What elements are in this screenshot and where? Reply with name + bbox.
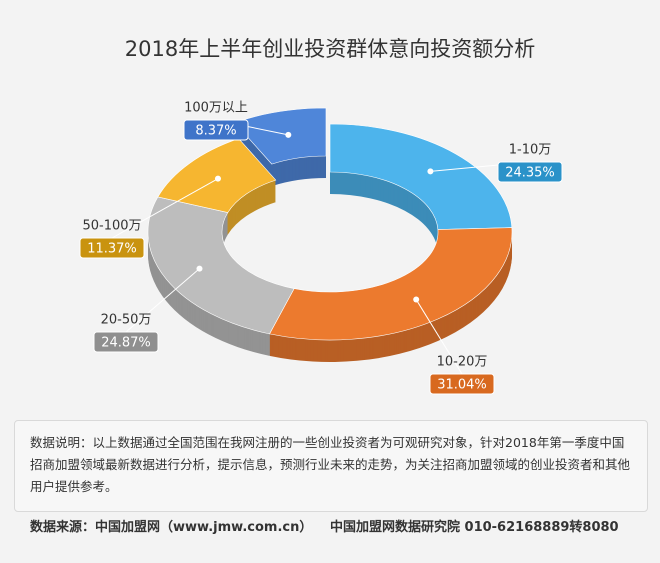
- leader-dot: [285, 131, 292, 138]
- leader-dot: [196, 265, 203, 272]
- slice: [147, 196, 295, 335]
- value-badge: [429, 373, 495, 395]
- note-panel: [14, 420, 648, 512]
- category-label: 1-10万: [509, 143, 552, 158]
- value-label: 24.87%: [101, 336, 151, 351]
- leader-line: [415, 299, 463, 375]
- value-label: 8.37%: [195, 124, 236, 139]
- leader-dot: [427, 168, 434, 175]
- donut: [111, 107, 531, 375]
- value-badge: [183, 119, 249, 141]
- category-label: 100万以上: [184, 101, 248, 116]
- category-label: 50-100万: [82, 219, 141, 234]
- slice: [234, 107, 327, 165]
- chart-title: 2018年上半年创业投资群体意向投资额分析: [125, 37, 535, 61]
- value-badge: [93, 331, 159, 353]
- leader-dot: [214, 175, 221, 182]
- value-label: 11.37%: [87, 242, 137, 257]
- value-label: 31.04%: [437, 378, 487, 393]
- value-label: 24.35%: [505, 166, 555, 181]
- value-badge: [79, 237, 145, 259]
- category-label: 20-50万: [101, 313, 152, 328]
- leader-line: [111, 178, 219, 239]
- source: 数据来源：中国加盟网（www.jmw.com.cn）: [30, 520, 313, 535]
- source-org: 中国加盟网数据研究院 010-62168889转8080: [330, 520, 619, 535]
- category-label: 10-20万: [437, 355, 488, 370]
- slice: [329, 123, 513, 230]
- value-badge: [497, 161, 563, 183]
- slice: [269, 227, 513, 341]
- leader-dot: [413, 296, 420, 303]
- leader-line: [125, 268, 200, 333]
- chart: 2018年上半年创业投资群体意向投资额分析 1-10万 24.35% 10-20万 3…: [79, 37, 563, 395]
- note: 数据说明：以上数据通过全国范围在我网注册的一些创业投资者为可观研究对象，针对20…: [30, 435, 631, 494]
